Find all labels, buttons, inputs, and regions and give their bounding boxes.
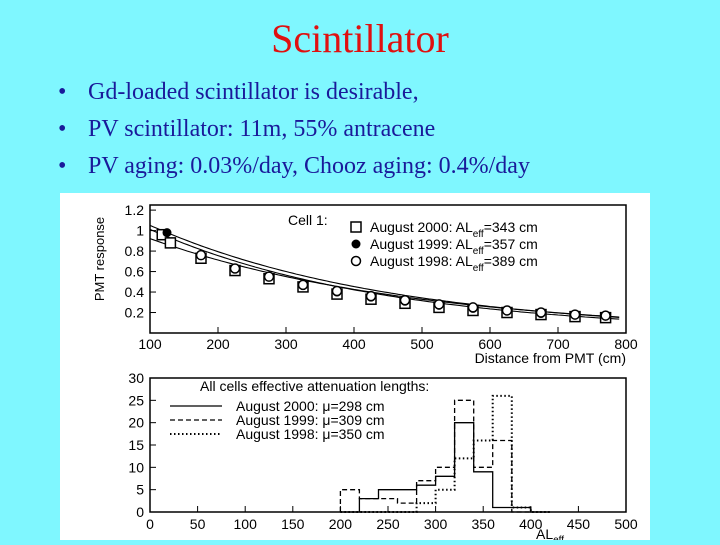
top-y-tick-label: 1 [136, 223, 144, 239]
bottom-x-tick-label: 50 [190, 516, 206, 532]
figure-svg: 100 200 300 400 500 600 700 8000.20.40.60.811.2… [92, 202, 638, 545]
data-point-open-circle [350, 255, 362, 267]
histogram-dotted [340, 394, 550, 513]
legend-series-label: August 2000: μ=298 cm [236, 398, 385, 414]
data-point-open-circle [263, 271, 275, 282]
bottom-x-tick-label: 0 [146, 516, 154, 532]
slide-title: Scintillator [271, 16, 449, 61]
data-point-square [164, 237, 177, 249]
top-y-axis-label: PMT response [92, 217, 107, 301]
top-x-tick-label: 400 [342, 336, 366, 352]
data-point-square [350, 221, 362, 233]
bottom-legend-title: All cells effective attenuation lengths: [200, 378, 429, 394]
data-point-open-circle [569, 309, 581, 320]
legend-series-label: August 1998: ALeff=389 cm [370, 253, 538, 274]
data-point-open-circle [501, 305, 513, 316]
bottom-x-axis-label: ALeff [536, 526, 564, 540]
top-y-tick-label: 0.6 [125, 264, 145, 280]
data-point-open-circle [229, 263, 241, 274]
bottom-x-tick-label: 450 [567, 516, 591, 532]
bottom-x-tick-label: 400 [519, 516, 543, 532]
bottom-y-tick-label: 0 [136, 504, 144, 520]
bullet-dot-icon: • [58, 153, 67, 179]
legend-series-label: August 2000: ALeff=343 cm [370, 219, 538, 240]
data-point-open-circle [195, 249, 207, 261]
data-point-filled-circle [162, 228, 172, 238]
bottom-plot-frame [149, 377, 627, 513]
bottom-x-tick-label: 150 [281, 516, 305, 532]
bullet-item: • Gd-loaded scintillator is desirable, [58, 74, 530, 111]
top-plot-frame [149, 204, 627, 334]
histogram-dashed [339, 399, 531, 513]
bottom-x-tick-label: 250 [376, 516, 400, 532]
bullet-item: • PV scintillator: 11m, 55% antracene [58, 111, 530, 148]
top-y-tick-label: 0.8 [125, 243, 145, 259]
data-point-open-circle [365, 290, 377, 302]
bullet-text: PV scintillator: 11m, 55% antracene [88, 116, 436, 142]
bottom-y-tick-label: 25 [128, 392, 144, 408]
data-point-open-circle [467, 302, 479, 313]
top-y-tick-label: 0.2 [125, 305, 145, 321]
bottom-y-tick-label: 20 [128, 415, 144, 431]
bottom-y-tick-label: 30 [128, 370, 144, 386]
bullet-dot-icon: • [58, 79, 67, 105]
data-point-open-circle [535, 307, 547, 318]
histogram-solid [340, 422, 550, 513]
top-x-tick-label: 100 [138, 336, 162, 352]
top-x-tick-label: 700 [546, 336, 570, 352]
data-point-open-circle [331, 285, 343, 297]
bottom-x-tick-label: 100 [234, 516, 258, 532]
bottom-y-tick-label: 10 [128, 459, 144, 475]
figure-panel: 100 200 300 400 500 600 700 800 0.2 0.4 0.6 0.8 1 1.2… [60, 193, 650, 545]
data-point-filled-circle [351, 239, 361, 249]
bottom-x-tick-label: 300 [424, 516, 448, 532]
bottom-x-tick-label: 350 [472, 516, 496, 532]
bottom-x-tick-label: 200 [329, 516, 353, 532]
data-point-open-circle [297, 279, 309, 291]
bottom-y-tick-label: 5 [136, 482, 144, 498]
bullet-list: • Gd-loaded scintillator is desirable, • P… [58, 74, 530, 185]
bullet-text: Gd-loaded scintillator is desirable, [88, 79, 419, 105]
top-legend-title: Cell 1: [288, 212, 328, 228]
bottom-x-tick-label: 500 [614, 516, 638, 532]
top-x-axis-label: Distance from PMT (cm) [475, 350, 626, 366]
bottom-y-tick-label: 15 [128, 437, 144, 453]
data-point-open-circle [433, 299, 445, 310]
legend-series-label: August 1998: μ=350 cm [236, 426, 385, 442]
legend-series-label: August 1999: μ=309 cm [236, 412, 385, 428]
bullet-dot-icon: • [58, 116, 67, 142]
bullet-text: PV aging: 0.03%/day, Chooz aging: 0.4%/d… [88, 153, 530, 179]
bullet-item: • PV aging: 0.03%/day, Chooz aging: 0.4%/… [58, 148, 530, 185]
top-y-tick-label: 0.4 [125, 284, 145, 300]
top-x-tick-label: 300 [274, 336, 298, 352]
top-x-tick-label: 200 [206, 336, 230, 352]
top-x-tick-label: 600 [478, 336, 502, 352]
legend-series-label: August 1999: ALeff=357 cm [370, 236, 538, 257]
data-point-open-circle [399, 294, 411, 306]
top-y-tick-label: 1.2 [125, 202, 145, 218]
top-x-tick-label: 500 [410, 336, 434, 352]
top-x-tick-label: 800 [614, 336, 638, 352]
data-point-open-circle [600, 310, 611, 321]
